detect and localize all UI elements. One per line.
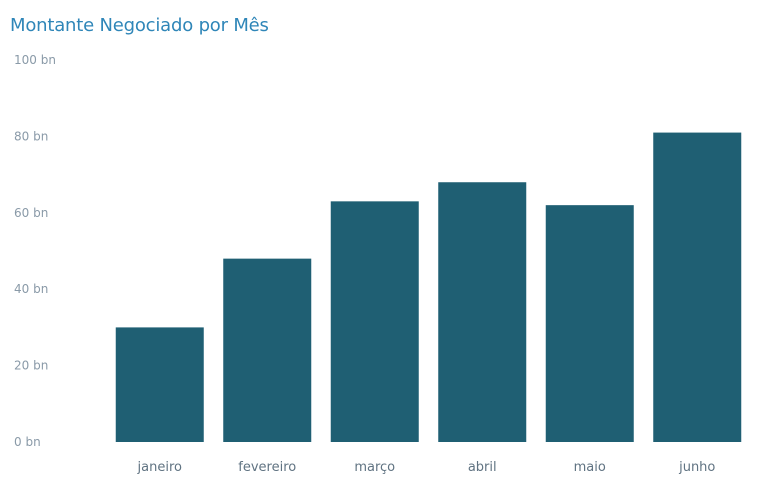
bar-maio [545, 205, 634, 442]
y-tick-label: 0 bn [14, 435, 41, 449]
y-tick-label: 80 bn [14, 129, 48, 143]
x-tick-label: março [354, 460, 395, 475]
x-tick-label: junho [678, 460, 715, 475]
x-tick-label: janeiro [137, 460, 182, 475]
bar-fevereiro [223, 258, 312, 442]
bar-março [330, 201, 419, 442]
chart-title: Montante Negociado por Mês [10, 15, 269, 36]
bar-janeiro [115, 327, 204, 442]
x-tick-label: maio [574, 460, 606, 475]
x-tick-label: abril [468, 460, 497, 475]
y-tick-label: 40 bn [14, 282, 48, 296]
x-tick-label: fevereiro [238, 460, 296, 475]
bar-junho [653, 132, 742, 442]
bar-abril [438, 182, 527, 443]
x-axis-labels: janeiro fevereiro março abril maio junho [137, 460, 716, 475]
y-tick-label: 20 bn [14, 359, 48, 373]
bars [115, 132, 742, 443]
y-axis-ticks: 0 bn 20 bn 40 bn 60 bn 80 bn 100 bn [14, 53, 56, 449]
y-tick-label: 100 bn [14, 53, 56, 67]
y-tick-label: 60 bn [14, 206, 48, 220]
